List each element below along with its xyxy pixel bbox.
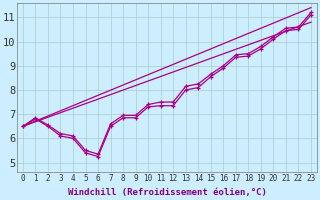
X-axis label: Windchill (Refroidissement éolien,°C): Windchill (Refroidissement éolien,°C) (68, 188, 266, 197)
